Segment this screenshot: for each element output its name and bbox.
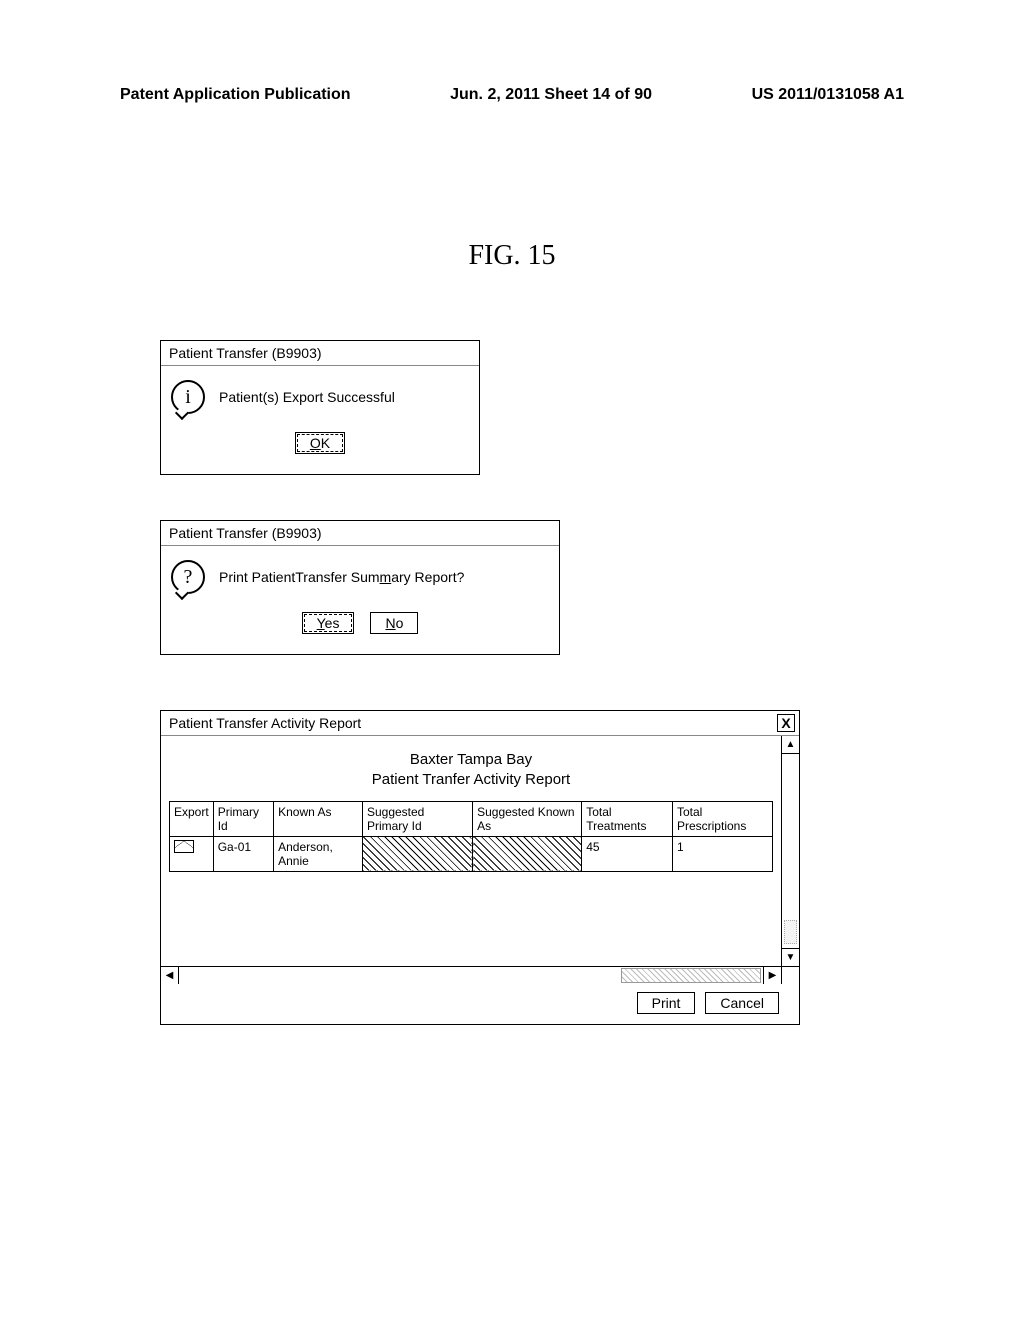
cell-suggested-primary-id (362, 836, 472, 871)
scroll-up-arrow[interactable]: ▲ (782, 736, 799, 754)
report-window-title: Patient Transfer Activity Report (169, 715, 361, 731)
report-window: Patient Transfer Activity Report X Baxte… (160, 710, 800, 1025)
dialog-title: Patient Transfer (B9903) (161, 341, 479, 366)
yes-button[interactable]: Yes (302, 612, 355, 634)
scroll-track[interactable] (782, 754, 799, 948)
cell-known-as: Anderson, Annie (274, 836, 363, 871)
scrollbar-corner (781, 967, 799, 984)
dialog-message: Print PatientTransfer Summary Report? (219, 569, 464, 585)
info-icon: i (171, 380, 205, 414)
scroll-thumb[interactable] (621, 968, 761, 983)
scroll-down-arrow[interactable]: ▼ (782, 948, 799, 966)
col-known-as: Known As (274, 801, 363, 836)
page-header: Patent Application Publication Jun. 2, 2… (0, 86, 1024, 104)
dialog-title: Patient Transfer (B9903) (161, 521, 559, 546)
ok-button[interactable]: OK (295, 432, 345, 454)
horizontal-scrollbar[interactable]: ◀ ▶ (161, 967, 781, 984)
no-button[interactable]: No (370, 612, 418, 634)
scroll-thumb[interactable] (784, 920, 797, 944)
header-right: US 2011/0131058 A1 (752, 86, 904, 104)
header-center: Jun. 2, 2011 Sheet 14 of 90 (450, 86, 652, 104)
cell-primary-id: Ga-01 (213, 836, 273, 871)
print-button[interactable]: Print (637, 992, 696, 1014)
header-left: Patent Application Publication (120, 86, 351, 104)
scroll-track[interactable] (179, 967, 763, 984)
dialog-export-success: Patient Transfer (B9903) i Patient(s) Ex… (160, 340, 480, 475)
scroll-right-arrow[interactable]: ▶ (763, 967, 781, 984)
col-total-treatments: Total Treatments (582, 801, 673, 836)
report-table: Export Primary Id Known As Suggested Pri… (169, 801, 773, 872)
table-row: Ga-01 Anderson, Annie 45 1 (170, 836, 773, 871)
col-primary-id: Primary Id (213, 801, 273, 836)
question-icon: ? (171, 560, 205, 594)
vertical-scrollbar[interactable]: ▲ ▼ (781, 736, 799, 966)
report-content: Baxter Tampa Bay Patient Tranfer Activit… (161, 736, 781, 966)
col-export: Export (170, 801, 214, 836)
dialog-message: Patient(s) Export Successful (219, 389, 395, 405)
cell-suggested-known-as (473, 836, 582, 871)
cell-total-prescriptions: 1 (672, 836, 772, 871)
cell-total-treatments: 45 (582, 836, 673, 871)
envelope-icon (174, 840, 194, 853)
close-button[interactable]: X (777, 714, 795, 732)
report-heading: Baxter Tampa Bay Patient Tranfer Activit… (372, 750, 570, 791)
dialog-print-confirm: Patient Transfer (B9903) ? Print Patient… (160, 520, 560, 655)
col-suggested-primary-id: Suggested Primary Id (362, 801, 472, 836)
col-total-prescriptions: Total Prescriptions (672, 801, 772, 836)
cell-export (170, 836, 214, 871)
col-suggested-known-as: Suggested Known As (473, 801, 582, 836)
cancel-button[interactable]: Cancel (705, 992, 779, 1014)
report-heading-line2: Patient Tranfer Activity Report (372, 770, 570, 790)
report-heading-line1: Baxter Tampa Bay (372, 750, 570, 770)
scroll-left-arrow[interactable]: ◀ (161, 967, 179, 984)
figure-label: FIG. 15 (0, 240, 1024, 272)
